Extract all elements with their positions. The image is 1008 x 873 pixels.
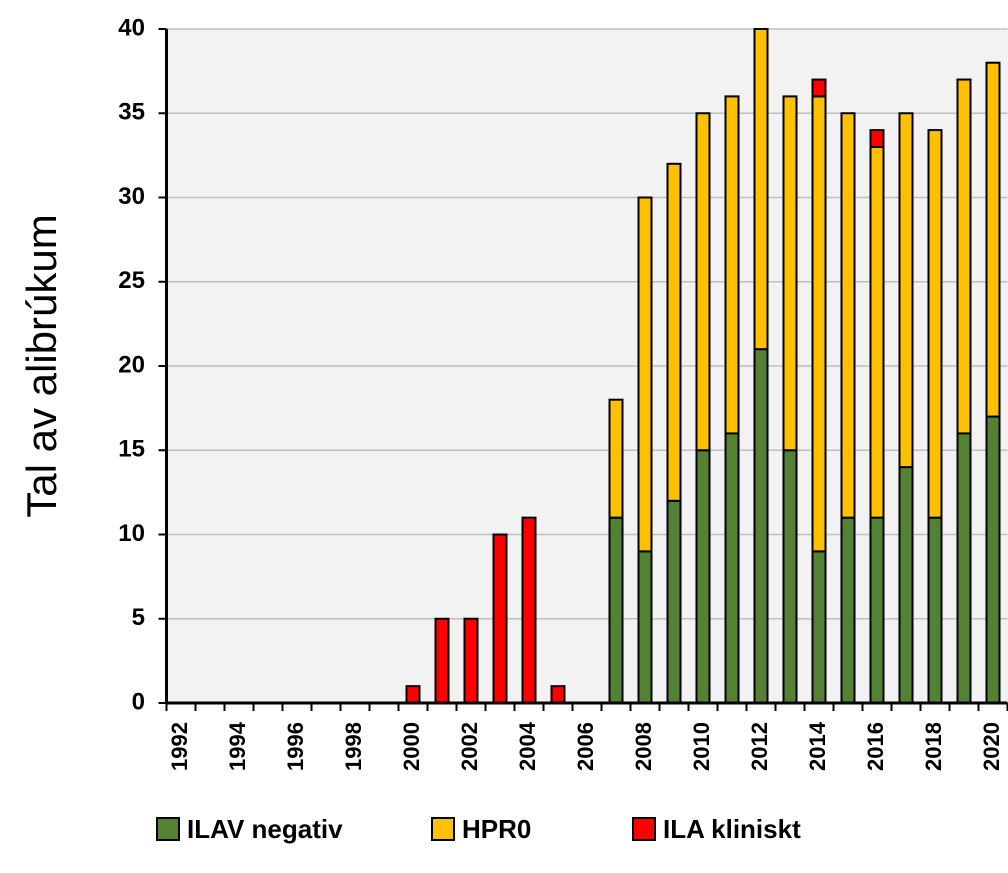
bar-segment	[956, 432, 972, 704]
bar-segment	[492, 533, 508, 704]
x-tick-label: 2006	[573, 722, 598, 771]
legend-label: HPR0	[462, 814, 531, 844]
bar-segment	[463, 617, 479, 704]
x-tick-label: 2012	[747, 722, 772, 771]
bar-segment	[985, 61, 1001, 418]
bar-segment	[898, 466, 914, 704]
bar-segment	[840, 516, 856, 705]
y-tick-label: 40	[118, 14, 145, 41]
bar-segment	[811, 550, 827, 704]
legend-swatch	[632, 817, 656, 841]
bar-segment	[724, 95, 740, 435]
x-tick-label: 2020	[979, 722, 1004, 771]
bar-segment	[782, 449, 798, 704]
y-tick-label: 15	[118, 436, 145, 463]
bar-segment	[724, 432, 740, 704]
y-tick-label: 25	[118, 267, 145, 294]
y-tick-label: 35	[118, 99, 145, 126]
x-tick-label: 2008	[631, 722, 656, 771]
y-tick-label: 5	[132, 604, 145, 631]
bar-segment	[782, 95, 798, 452]
x-tick-label: 1996	[283, 722, 308, 771]
bar-segment	[985, 415, 1001, 704]
y-tick-label: 0	[132, 688, 145, 715]
legend-swatch	[431, 817, 455, 841]
x-tick-label: 1998	[341, 722, 366, 771]
bar-segment	[869, 129, 885, 148]
x-tick-label: 2018	[921, 722, 946, 771]
bar-segment	[869, 516, 885, 705]
bar-segment	[927, 129, 943, 519]
bar-segment	[637, 550, 653, 704]
x-tick-label: 2004	[515, 721, 540, 771]
bar-segment	[695, 112, 711, 452]
bar-segment	[840, 112, 856, 519]
bar-segment	[637, 196, 653, 553]
x-tick-label: 2014	[805, 721, 830, 771]
y-tick-label: 30	[118, 183, 145, 210]
bar-segment	[405, 685, 421, 705]
x-tick-label: 2016	[863, 722, 888, 771]
x-tick-label: 2010	[689, 722, 714, 771]
legend-label: ILA kliniskt	[663, 814, 801, 844]
bar-segment	[521, 516, 537, 705]
legend-swatch	[156, 817, 180, 841]
bar-segment	[695, 449, 711, 704]
bar-segment	[550, 685, 566, 705]
bar-segment	[666, 499, 682, 704]
bar-segment	[608, 398, 624, 519]
bar-segment	[753, 348, 769, 704]
bar-segment	[869, 145, 885, 519]
bar-segment	[956, 78, 972, 435]
y-axis-label: Tal av alibrúkum	[18, 214, 65, 517]
legend-label: ILAV negativ	[187, 814, 343, 844]
bar-segment	[608, 516, 624, 705]
bar-segment	[811, 78, 827, 98]
y-tick-label: 10	[118, 520, 145, 547]
bar-segment	[898, 112, 914, 469]
x-tick-label: 2000	[399, 722, 424, 771]
bar-segment	[434, 617, 450, 704]
y-tick-label: 20	[118, 351, 145, 378]
bar-segment	[811, 95, 827, 553]
bar-segment	[927, 516, 943, 705]
x-tick-label: 2002	[457, 722, 482, 771]
x-tick-label: 1994	[225, 721, 250, 771]
x-tick-label: 1992	[167, 722, 192, 771]
bar-segment	[666, 162, 682, 502]
bar-segment	[753, 28, 769, 351]
